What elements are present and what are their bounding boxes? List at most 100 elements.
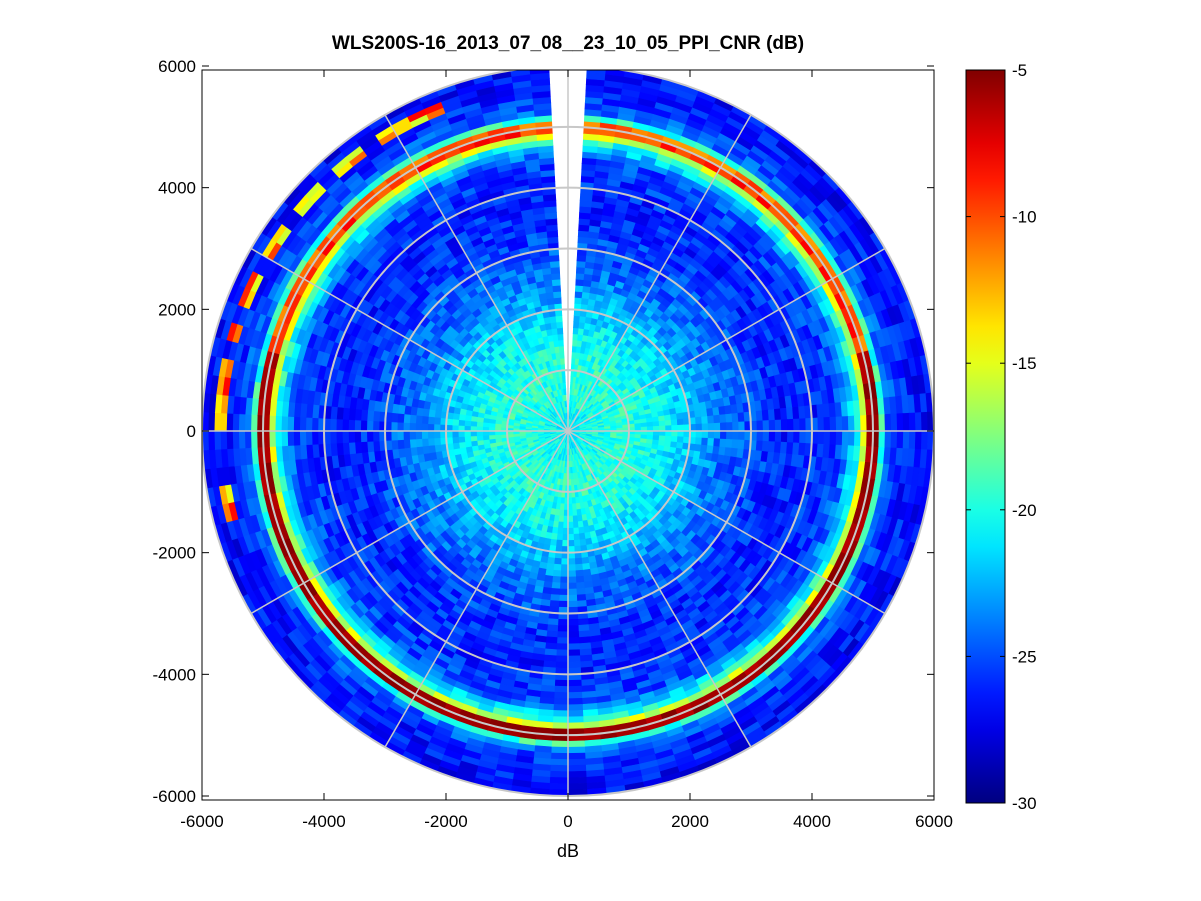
heatmap-cell xyxy=(737,412,746,423)
heatmap-cell xyxy=(545,636,558,644)
heatmap-cell xyxy=(701,416,709,425)
heatmap-cell xyxy=(677,430,685,438)
heatmap-cell xyxy=(551,575,561,584)
heatmap-cell xyxy=(571,497,577,505)
heatmap-cell xyxy=(567,533,575,541)
heatmap-cell xyxy=(695,430,703,439)
heatmap-cell xyxy=(695,416,703,425)
heatmap-cell xyxy=(713,438,721,448)
heatmap-cell xyxy=(556,643,569,651)
heatmap-cell xyxy=(567,716,584,724)
heatmap-cell xyxy=(659,425,666,432)
heatmap-cell xyxy=(793,418,801,432)
heatmap-cell xyxy=(554,679,569,687)
heatmap-cell xyxy=(567,576,577,584)
heatmap-cell xyxy=(664,419,672,427)
heatmap-cell xyxy=(890,430,898,449)
heatmap-cell xyxy=(701,430,709,439)
heatmap-cell xyxy=(578,630,591,638)
heatmap-cell xyxy=(558,600,569,608)
heatmap-cell xyxy=(652,421,660,427)
heatmap-cell xyxy=(575,272,585,281)
heatmap-cell xyxy=(578,636,591,644)
heatmap-cell xyxy=(695,423,703,432)
plot-area xyxy=(202,70,934,800)
heatmap-cell xyxy=(847,430,856,447)
heatmap-cell xyxy=(549,600,560,608)
heatmap-cell xyxy=(550,758,569,766)
heatmap-cell xyxy=(577,526,585,535)
heatmap-cell xyxy=(670,436,678,443)
heatmap-cell xyxy=(896,430,904,449)
heatmap-cell xyxy=(646,421,654,428)
heatmap-cell xyxy=(707,430,715,439)
heatmap-cell xyxy=(884,413,892,432)
heatmap-cell xyxy=(567,740,585,748)
heatmap-cell xyxy=(914,430,923,450)
heatmap-cell xyxy=(550,746,569,754)
heatmap-cell xyxy=(677,424,685,432)
heatmap-cell xyxy=(577,520,584,529)
heatmap-cell xyxy=(719,438,727,448)
heatmap-cell xyxy=(562,527,569,535)
heatmap-cell xyxy=(577,618,589,626)
heatmap-cell xyxy=(575,587,586,596)
heatmap-cell xyxy=(841,416,849,432)
heatmap-cell xyxy=(567,539,575,547)
heatmap-cell xyxy=(665,425,673,432)
heatmap-cell xyxy=(557,521,564,529)
heatmap-cell xyxy=(562,521,569,529)
heatmap-cell xyxy=(578,532,586,541)
heatmap-cell xyxy=(574,284,584,293)
heatmap-cell xyxy=(557,618,569,627)
heatmap-cell xyxy=(549,594,560,602)
heatmap-cell xyxy=(559,588,569,596)
heatmap-cell xyxy=(575,278,585,287)
heatmap-cell xyxy=(567,722,584,730)
heatmap-cell xyxy=(756,420,764,432)
heatmap-cell xyxy=(927,411,934,432)
heatmap-cell xyxy=(829,430,837,446)
heatmap-cells xyxy=(202,70,934,797)
heatmap-cell xyxy=(817,430,825,445)
heatmap-cell xyxy=(664,414,672,422)
heatmap-cell xyxy=(574,569,584,578)
heatmap-cell xyxy=(572,521,579,529)
heatmap-cell xyxy=(738,430,746,441)
heatmap-cell xyxy=(572,515,578,523)
heatmap-cell xyxy=(707,437,715,447)
heatmap-cell xyxy=(732,421,740,432)
heatmap-cell xyxy=(575,581,585,590)
heatmap-cell xyxy=(555,539,563,547)
heatmap-cell xyxy=(707,423,715,432)
heatmap-cell xyxy=(577,624,590,632)
heatmap-cell xyxy=(853,415,862,432)
heatmap-cell xyxy=(552,569,562,578)
heatmap-cell xyxy=(557,625,569,633)
heatmap-cell xyxy=(896,413,904,432)
heatmap-cell xyxy=(573,315,581,323)
heatmap-cell xyxy=(761,409,770,422)
heatmap-cell xyxy=(567,600,578,608)
heatmap-cell xyxy=(567,637,580,645)
heatmap-cell xyxy=(726,430,734,440)
heatmap-cell xyxy=(567,710,584,718)
heatmap-cell xyxy=(575,266,586,275)
heatmap-cell xyxy=(713,414,721,424)
heatmap-cell xyxy=(719,430,727,440)
heatmap-cell xyxy=(551,740,569,748)
heatmap-cell xyxy=(756,430,764,442)
heatmap-cell xyxy=(552,704,569,712)
heatmap-cell xyxy=(567,764,587,773)
heatmap-cell xyxy=(567,770,587,779)
heatmap-cell xyxy=(817,417,825,432)
heatmap-cell xyxy=(550,587,561,596)
heatmap-cell xyxy=(561,539,569,547)
heatmap-cell xyxy=(835,430,843,446)
heatmap-cell xyxy=(671,430,679,438)
heatmap-cell xyxy=(726,422,734,432)
heatmap-cell xyxy=(908,430,917,450)
heatmap-cell xyxy=(577,230,590,238)
heatmap-cell xyxy=(676,412,684,420)
